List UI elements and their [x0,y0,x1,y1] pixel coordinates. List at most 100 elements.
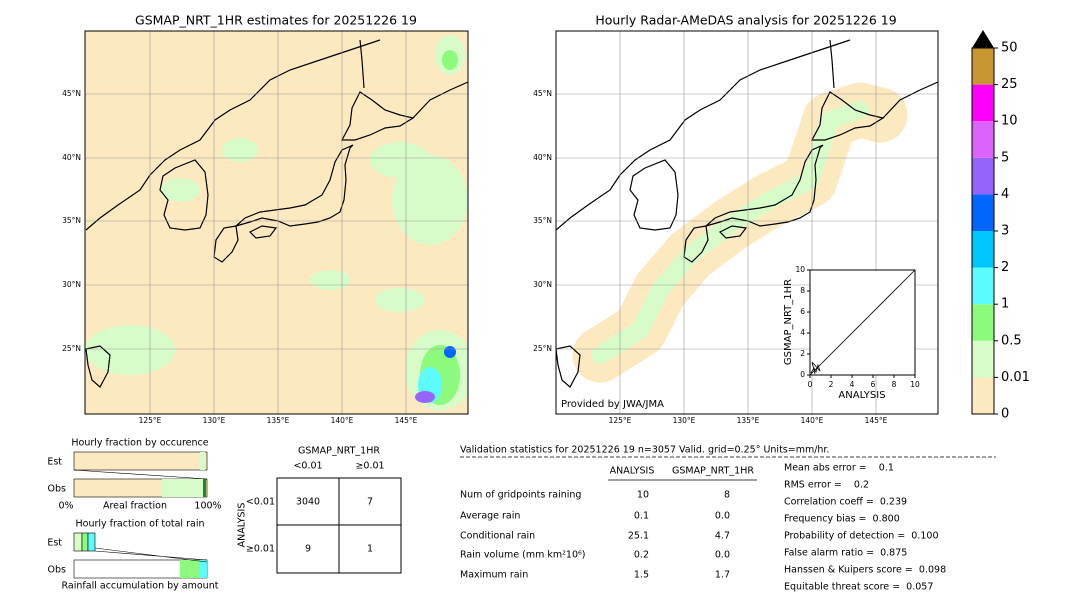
colorbar-label: 1 [1001,297,1009,312]
table-title: GSMAP_NRT_1HR [298,446,380,457]
colorbar-label: 2 [1001,260,1009,275]
lon-label: 130°E [673,416,696,425]
x-tick-label: 10 [910,380,920,389]
y-tick-label: 8 [800,286,805,295]
lon-label: 130°E [203,416,226,425]
colorbar-label: 0.5 [1001,333,1022,348]
colorbar-segment [972,304,994,341]
lat-label: 25°N [62,344,81,353]
colorbar-label: 5 [1001,150,1009,165]
x-tick-label: 6 [871,380,876,389]
col-header: ANALYSIS [610,466,655,477]
lon-label: 140°E [331,416,354,425]
obs-bar [162,479,203,497]
row-label: Rain volume (mm km²10⁶) [460,550,586,561]
estimate-value: 1.7 [715,570,730,581]
lat-label: 40°N [533,153,552,162]
axis-label: Areal fraction [103,501,167,512]
lat-label: 45°N [533,89,552,98]
lon-label: 145°E [865,416,888,425]
cell: 3040 [296,497,320,508]
analysis-value: 0.2 [634,550,649,561]
y-tick-label: 2 [800,349,805,358]
lat-label: 40°N [62,153,81,162]
scatter-points [810,361,821,375]
colorbar-segment [972,157,994,195]
amount-chart: Hourly fraction of total rain Est Obs Ra… [47,519,218,592]
lon-label: 140°E [801,416,824,425]
colorbar-segment [972,48,994,85]
map-frame [555,30,939,415]
y-axis-label: GSMAP_NRT_1HR [783,279,794,365]
colorbar-label: 10 [1001,114,1018,129]
y-tick-label: 10 [795,265,805,274]
x-tick-label: 2 [829,380,834,389]
x-axis-label: ANALYSIS [838,390,885,401]
colorbar-segment [972,194,994,231]
row-header: <0.01 [246,497,275,508]
analysis-value: 1.5 [634,570,649,581]
colorbar-label: 0.01 [1001,370,1030,385]
map-frame [84,30,469,415]
score: Frequency bias = 0.800 [784,514,900,525]
obs-bar [203,479,206,497]
colorbar-segment [972,340,994,378]
col-header: ≥0.01 [355,461,384,472]
row-label: Obs [48,484,67,495]
lon-label: 135°E [267,416,290,425]
row-label: Num of gridpoints raining [460,490,581,501]
obs-bar [180,560,200,578]
x-tick-label: 0 [808,380,813,389]
colorbar-label: 3 [1001,224,1009,239]
connector [73,469,208,480]
lat-label: 25°N [533,344,552,353]
row-label: Est [47,457,62,468]
y-tick-label: 6 [800,307,805,316]
colorbar-label: 0 [1001,407,1009,422]
row-label: Average rain [460,511,520,522]
lon-label: 125°E [609,416,632,425]
est-bar [87,532,96,552]
colorbar-label: 25 [1001,77,1018,92]
credit: Provided by JWA/JMA [561,399,664,410]
score: Mean abs error = 0.1 [784,463,894,474]
row-label: Obs [48,565,67,576]
caption: Rainfall accumulation by amount [62,581,219,592]
lat-label: 45°N [62,89,81,98]
colorbar-label: 4 [1001,187,1009,202]
est-bar [73,532,83,552]
score: RMS error = 0.2 [784,480,869,491]
col-header: <0.01 [293,461,322,472]
right-map: 45°N 40°N 35°N 30°N 25°N 125°E 130°E 135°E 140°E… [533,13,939,425]
colorbar-segment [972,84,994,122]
validation-stats: Validation statistics for 20251226 19 n=… [460,445,996,593]
lat-label: 35°N [533,216,552,225]
colorbar-segment [972,267,994,305]
analysis-value: 25.1 [628,531,649,542]
map-title: GSMAP_NRT_1HR estimates for 20251226 19 [135,13,417,28]
header: Validation statistics for 20251226 19 n=… [460,445,830,456]
estimate-value: 8 [724,490,730,501]
row-label: Maximum rain [460,570,528,581]
row-label: Est [47,538,62,549]
row-header: ≥0.01 [246,544,275,555]
scatter-inset: ANALYSIS GSMAP_NRT_1HR 00 2 2 4 4 6 6 8 8 10 10 [783,265,920,401]
colorbar-label: 50 [1001,41,1018,56]
chart-title: Hourly fraction by occurence [71,438,208,449]
colorbar-extend [972,30,994,48]
connector [94,547,208,563]
chart-title: Hourly fraction of total rain [76,519,205,530]
left-map: 45°N 40°N 35°N 30°N 25°N 125°E 130°E 135°E 140°E… [62,13,469,425]
est-bar [73,451,208,471]
lon-label: 145°E [395,416,418,425]
score: False alarm ratio = 0.875 [784,548,907,559]
lon-label: 135°E [737,416,760,425]
est-bar [200,452,205,470]
colorbar-segment [972,121,994,158]
score: Hanssen & Kuipers score = 0.098 [784,565,946,576]
occurrence-chart: Hourly fraction by occurence Est Obs 0% … [47,438,221,512]
estimate-value: 0.0 [715,511,730,522]
map-title: Hourly Radar-AMeDAS analysis for 2025122… [595,13,896,28]
axis-min: 0% [58,501,73,512]
lon-label: 125°E [139,416,162,425]
